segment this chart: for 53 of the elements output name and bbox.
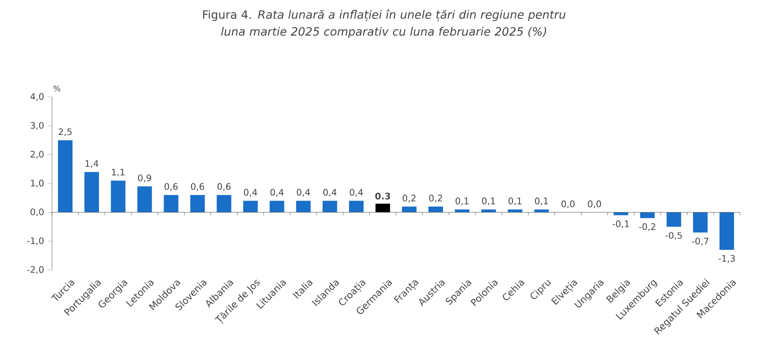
- bar: [190, 195, 205, 212]
- bar: [349, 200, 364, 212]
- bar: [216, 195, 232, 212]
- data-label: -0,5: [666, 232, 682, 240]
- data-label: 0,6: [217, 183, 231, 191]
- data-label: 1,1: [112, 168, 124, 176]
- bar: [84, 172, 99, 212]
- bar: [376, 204, 390, 212]
- bar: [137, 186, 152, 212]
- bar: [640, 212, 655, 218]
- chart-title: Figura 4. Rata lunară a inflației în unele țări din regiune pentru luna martie 2025 comparativ cu luna februarie 2025 (%): [203, 10, 566, 38]
- bar: [243, 200, 258, 212]
- data-label: 0,0: [561, 200, 575, 208]
- data-label: 0.3: [375, 192, 390, 200]
- data-label: 0,2: [402, 194, 416, 202]
- data-label: 0,0: [588, 200, 602, 208]
- data-label: 0,2: [429, 194, 442, 202]
- y-tick-label: 4,0: [30, 93, 44, 101]
- data-label: 0,1: [456, 198, 468, 206]
- bar: [666, 212, 682, 227]
- bar: [693, 212, 708, 233]
- data-label: -0,1: [612, 220, 629, 228]
- y-tick-label: -2,0: [27, 266, 44, 274]
- data-label: 0,6: [164, 183, 178, 191]
- y-tick-label: 1,0: [30, 180, 44, 188]
- data-label: 0,4: [350, 188, 363, 197]
- bar: [720, 212, 734, 250]
- y-tick-label: 0,0: [30, 208, 44, 216]
- bar: [110, 180, 126, 212]
- bar: [322, 200, 338, 212]
- data-label: 1,4: [86, 160, 98, 168]
- data-label: 0,1: [508, 198, 522, 206]
- data-label: -1,3: [718, 255, 735, 263]
- data-label: 0,4: [296, 188, 310, 197]
- data-label: 0,4: [270, 188, 284, 197]
- data-label: -0,7: [692, 238, 708, 246]
- data-label: -0,2: [639, 223, 656, 231]
- data-label: 0,9: [138, 174, 152, 182]
- bar: [296, 200, 311, 212]
- bar: [58, 140, 73, 212]
- y-tick-label: 2,0: [30, 150, 44, 159]
- data-label: 2,5: [58, 128, 72, 136]
- bar: [402, 206, 417, 212]
- data-label: 0,4: [244, 188, 258, 197]
- bar: [428, 206, 443, 212]
- data-label: 0,6: [191, 183, 204, 191]
- bar: [270, 200, 284, 212]
- y-tick-label: -1,0: [27, 237, 44, 246]
- bar: [164, 195, 178, 212]
- y-tick-label: 3,0: [30, 122, 44, 130]
- data-label: 0,4: [323, 188, 336, 197]
- data-label: 0,1: [482, 198, 495, 206]
- data-label: 0,1: [535, 198, 548, 206]
